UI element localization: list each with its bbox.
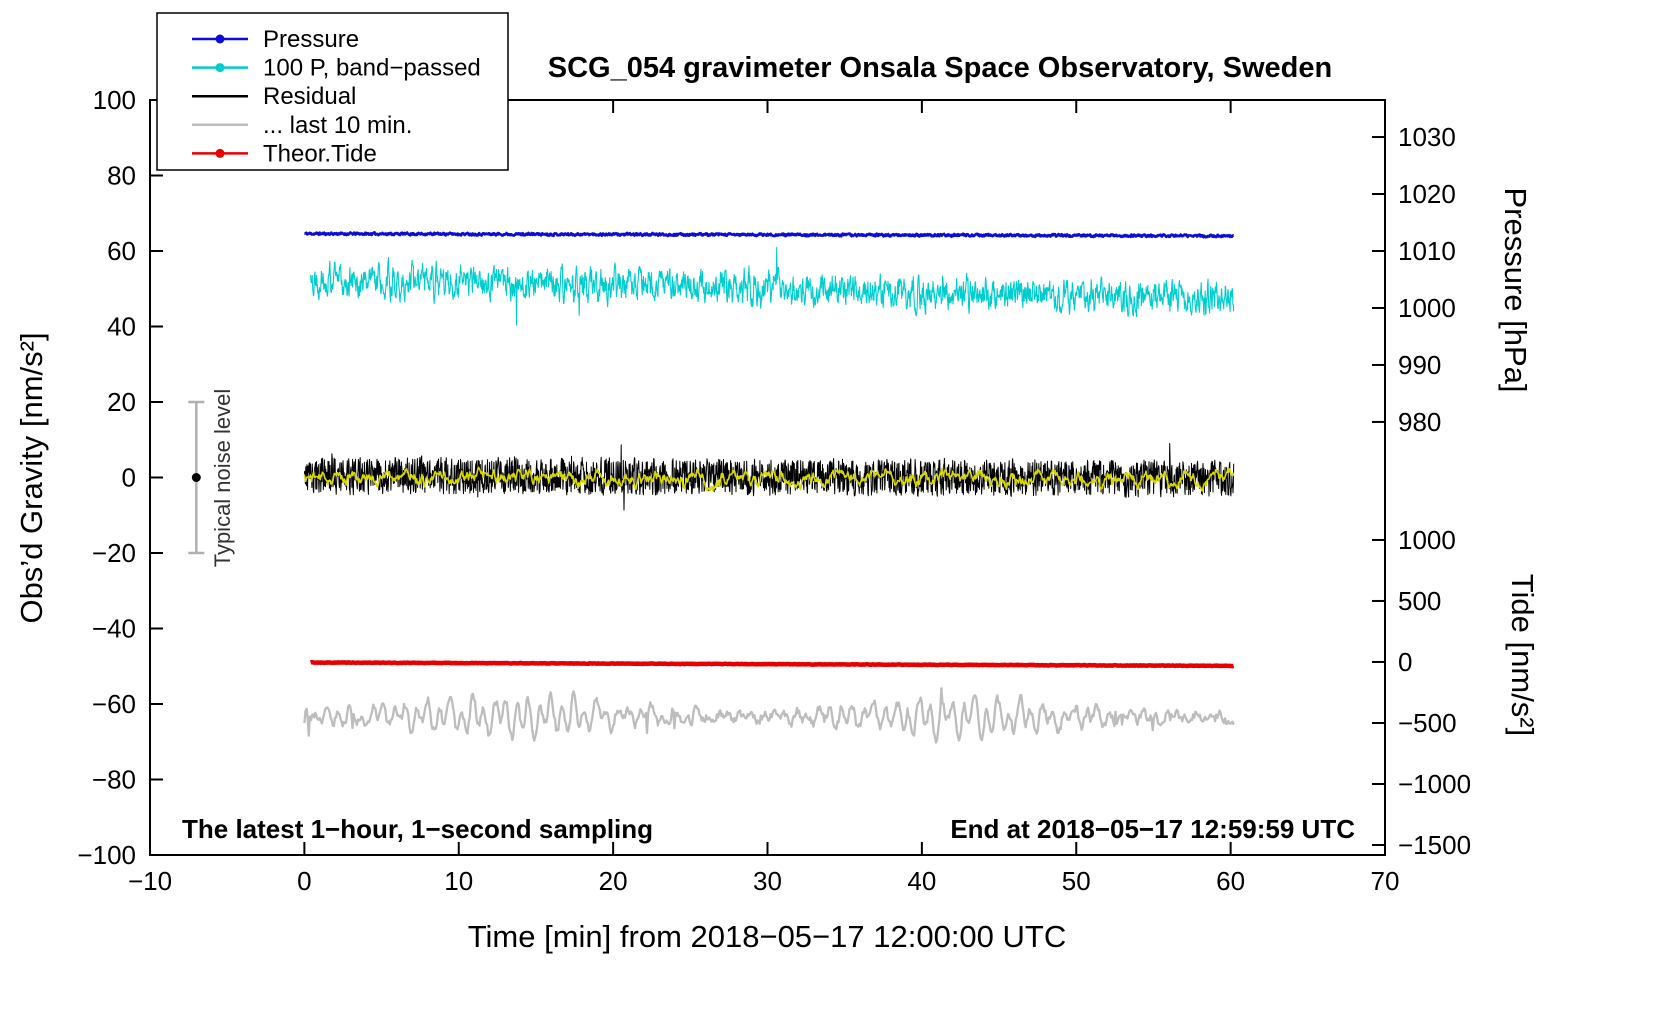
y-tick-label-gravity: 40 — [107, 312, 136, 342]
legend-marker-dot — [215, 63, 225, 73]
y-axis-title-pressure: Pressure [hPa] — [1498, 187, 1533, 392]
y-tick-label-tide: −1500 — [1398, 830, 1471, 860]
y-tick-label-pressure: 980 — [1398, 407, 1441, 437]
series-residual — [303, 443, 1235, 511]
legend-label: Theor.Tide — [263, 140, 377, 167]
y-tick-label-tide: 1000 — [1398, 525, 1456, 555]
y-tick-label-pressure: 1020 — [1398, 179, 1456, 209]
x-tick-label: 70 — [1371, 866, 1400, 896]
legend-label: 100 P, band−passed — [263, 55, 481, 82]
legend-label: Pressure — [263, 26, 359, 53]
legend-marker-dot — [215, 148, 225, 158]
data-series — [303, 231, 1236, 744]
legend-label: ... last 10 min. — [263, 112, 412, 139]
y-tick-label-tide: 500 — [1398, 586, 1441, 616]
series-100-p-band-passed — [310, 246, 1235, 326]
noise-level-label: Typical noise level — [210, 389, 235, 568]
axis-ticks: −10 0 10 20 30 40 50 60 70−100−80−60−40−20020406… — [77, 85, 1471, 896]
y-tick-label-gravity: 100 — [93, 85, 136, 115]
y-tick-label-pressure: 1010 — [1398, 236, 1456, 266]
legend-entry-last-10-min: ... last 10 min. — [192, 112, 412, 139]
y-axis-title-gravity: Obs’d Gravity [nm/s²] — [14, 332, 49, 623]
y-tick-label-pressure: 1030 — [1398, 122, 1456, 152]
end-time-note: End at 2018−05−17 12:59:59 UTC — [950, 814, 1355, 844]
x-axis-title: Time [min] from 2018−05−17 12:00:00 UTC — [468, 919, 1067, 954]
x-tick-label: 0 — [297, 866, 311, 896]
y-tick-label-tide: 0 — [1398, 647, 1412, 677]
x-tick-label: 10 — [444, 866, 473, 896]
series-theor-tide — [309, 660, 1236, 669]
y-tick-label-gravity: 60 — [107, 236, 136, 266]
y-tick-label-gravity: −60 — [92, 689, 136, 719]
sampling-note: The latest 1−hour, 1−second sampling — [182, 814, 653, 844]
series-last-10-min — [303, 687, 1235, 744]
legend-entry-residual: Residual — [192, 83, 356, 110]
x-tick-label: 20 — [599, 866, 628, 896]
y-tick-label-gravity: 80 — [107, 161, 136, 191]
y-tick-label-pressure: 1000 — [1398, 293, 1456, 323]
x-tick-label: −10 — [128, 866, 172, 896]
y-tick-label-pressure: 990 — [1398, 350, 1441, 380]
y-tick-label-gravity: −40 — [92, 614, 136, 644]
legend-entry-theor-tide: Theor.Tide — [192, 140, 377, 167]
x-tick-label: 50 — [1062, 866, 1091, 896]
x-tick-label: 60 — [1216, 866, 1245, 896]
y-tick-label-gravity: 0 — [122, 463, 136, 493]
y-tick-label-gravity: −80 — [92, 765, 136, 795]
y-axis-title-tide: Tide [nm/s²] — [1505, 574, 1540, 737]
noise-bar-center-dot — [191, 473, 201, 482]
y-tick-label-tide: −500 — [1398, 708, 1457, 738]
x-tick-label: 40 — [907, 866, 936, 896]
noise-level-indicator — [188, 400, 205, 555]
legend-entry-100-p-band-passed: 100 P, band−passed — [192, 55, 481, 82]
series-unlabeled-yellow-trace — [303, 466, 1235, 492]
chart-title: SCG_054 gravimeter Onsala Space Observat… — [548, 52, 1332, 84]
y-tick-label-gravity: −20 — [92, 538, 136, 568]
legend-marker-dot — [215, 34, 225, 44]
legend-entry-pressure: Pressure — [192, 26, 359, 53]
series-pressure — [303, 231, 1235, 239]
y-tick-label-tide: −1000 — [1398, 769, 1471, 799]
y-tick-label-gravity: 20 — [107, 387, 136, 417]
legend-label: Residual — [263, 83, 356, 110]
y-tick-label-gravity: −100 — [77, 840, 136, 870]
x-tick-label: 30 — [753, 866, 782, 896]
